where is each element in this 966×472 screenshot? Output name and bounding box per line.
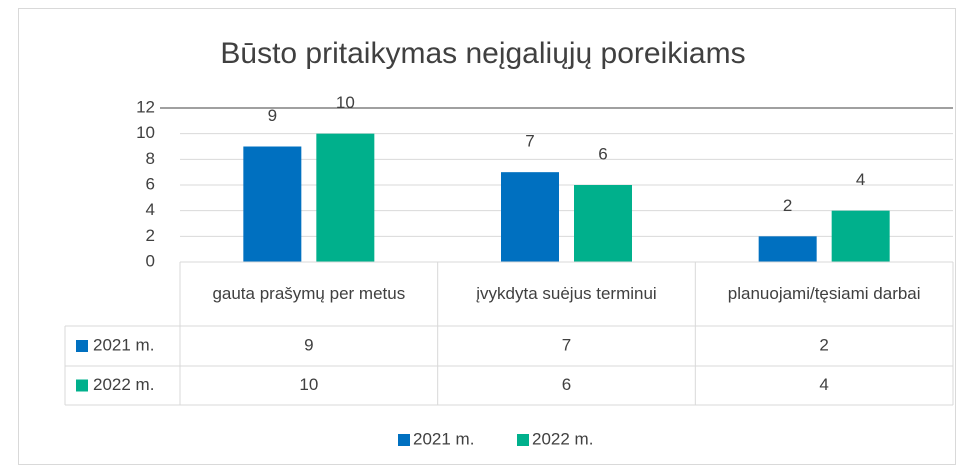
- table-series-name: 2021 m.: [93, 335, 154, 354]
- table-value: 7: [562, 335, 571, 354]
- table-value: 4: [819, 375, 828, 394]
- bar: [501, 172, 559, 262]
- bar: [574, 185, 632, 262]
- y-tick-label: 12: [136, 97, 155, 116]
- y-tick-label: 10: [136, 123, 155, 142]
- data-label: 6: [598, 144, 607, 163]
- data-label: 7: [525, 132, 534, 151]
- x-tick-label-box: įvykdyta suėjus terminui: [476, 284, 657, 303]
- y-tick-label: 2: [146, 226, 155, 245]
- chart-title: Būsto pritaikymas neįgaliųjų poreikiams: [220, 37, 745, 70]
- legend-key: [398, 434, 410, 446]
- x-tick-label: planuojami/tęsiami darbai: [727, 284, 921, 303]
- bar: [243, 146, 302, 262]
- y-tick-label: 4: [146, 200, 155, 219]
- x-tick-label: įvykdyta suėjus terminui: [476, 284, 657, 303]
- table-legend-key: [76, 340, 88, 352]
- data-label: 9: [268, 106, 277, 125]
- legend-key: [517, 434, 529, 446]
- bar: [831, 210, 890, 262]
- bar: [316, 133, 375, 262]
- x-tick-label: gauta prašymų per metus: [212, 284, 406, 303]
- data-label: 10: [336, 93, 355, 112]
- data-label: 4: [856, 170, 865, 189]
- table-value: 10: [299, 375, 318, 394]
- table-value: 6: [562, 375, 571, 394]
- y-tick-label: 8: [146, 149, 155, 168]
- legend-label: 2021 m.: [413, 429, 474, 448]
- legend-label: 2022 m.: [532, 429, 593, 448]
- y-tick-label: 0: [146, 251, 155, 270]
- data-label: 2: [783, 196, 792, 215]
- x-tick-label-box: gauta prašymų per metus: [212, 284, 406, 303]
- table-legend-key: [76, 379, 88, 392]
- table-value: 9: [304, 335, 313, 354]
- table-series-name: 2022 m.: [93, 375, 154, 394]
- y-tick-label: 6: [146, 174, 155, 193]
- table-value: 2: [819, 335, 828, 354]
- bar: [758, 236, 817, 262]
- x-tick-label-box: planuojami/tęsiami darbai: [727, 284, 921, 303]
